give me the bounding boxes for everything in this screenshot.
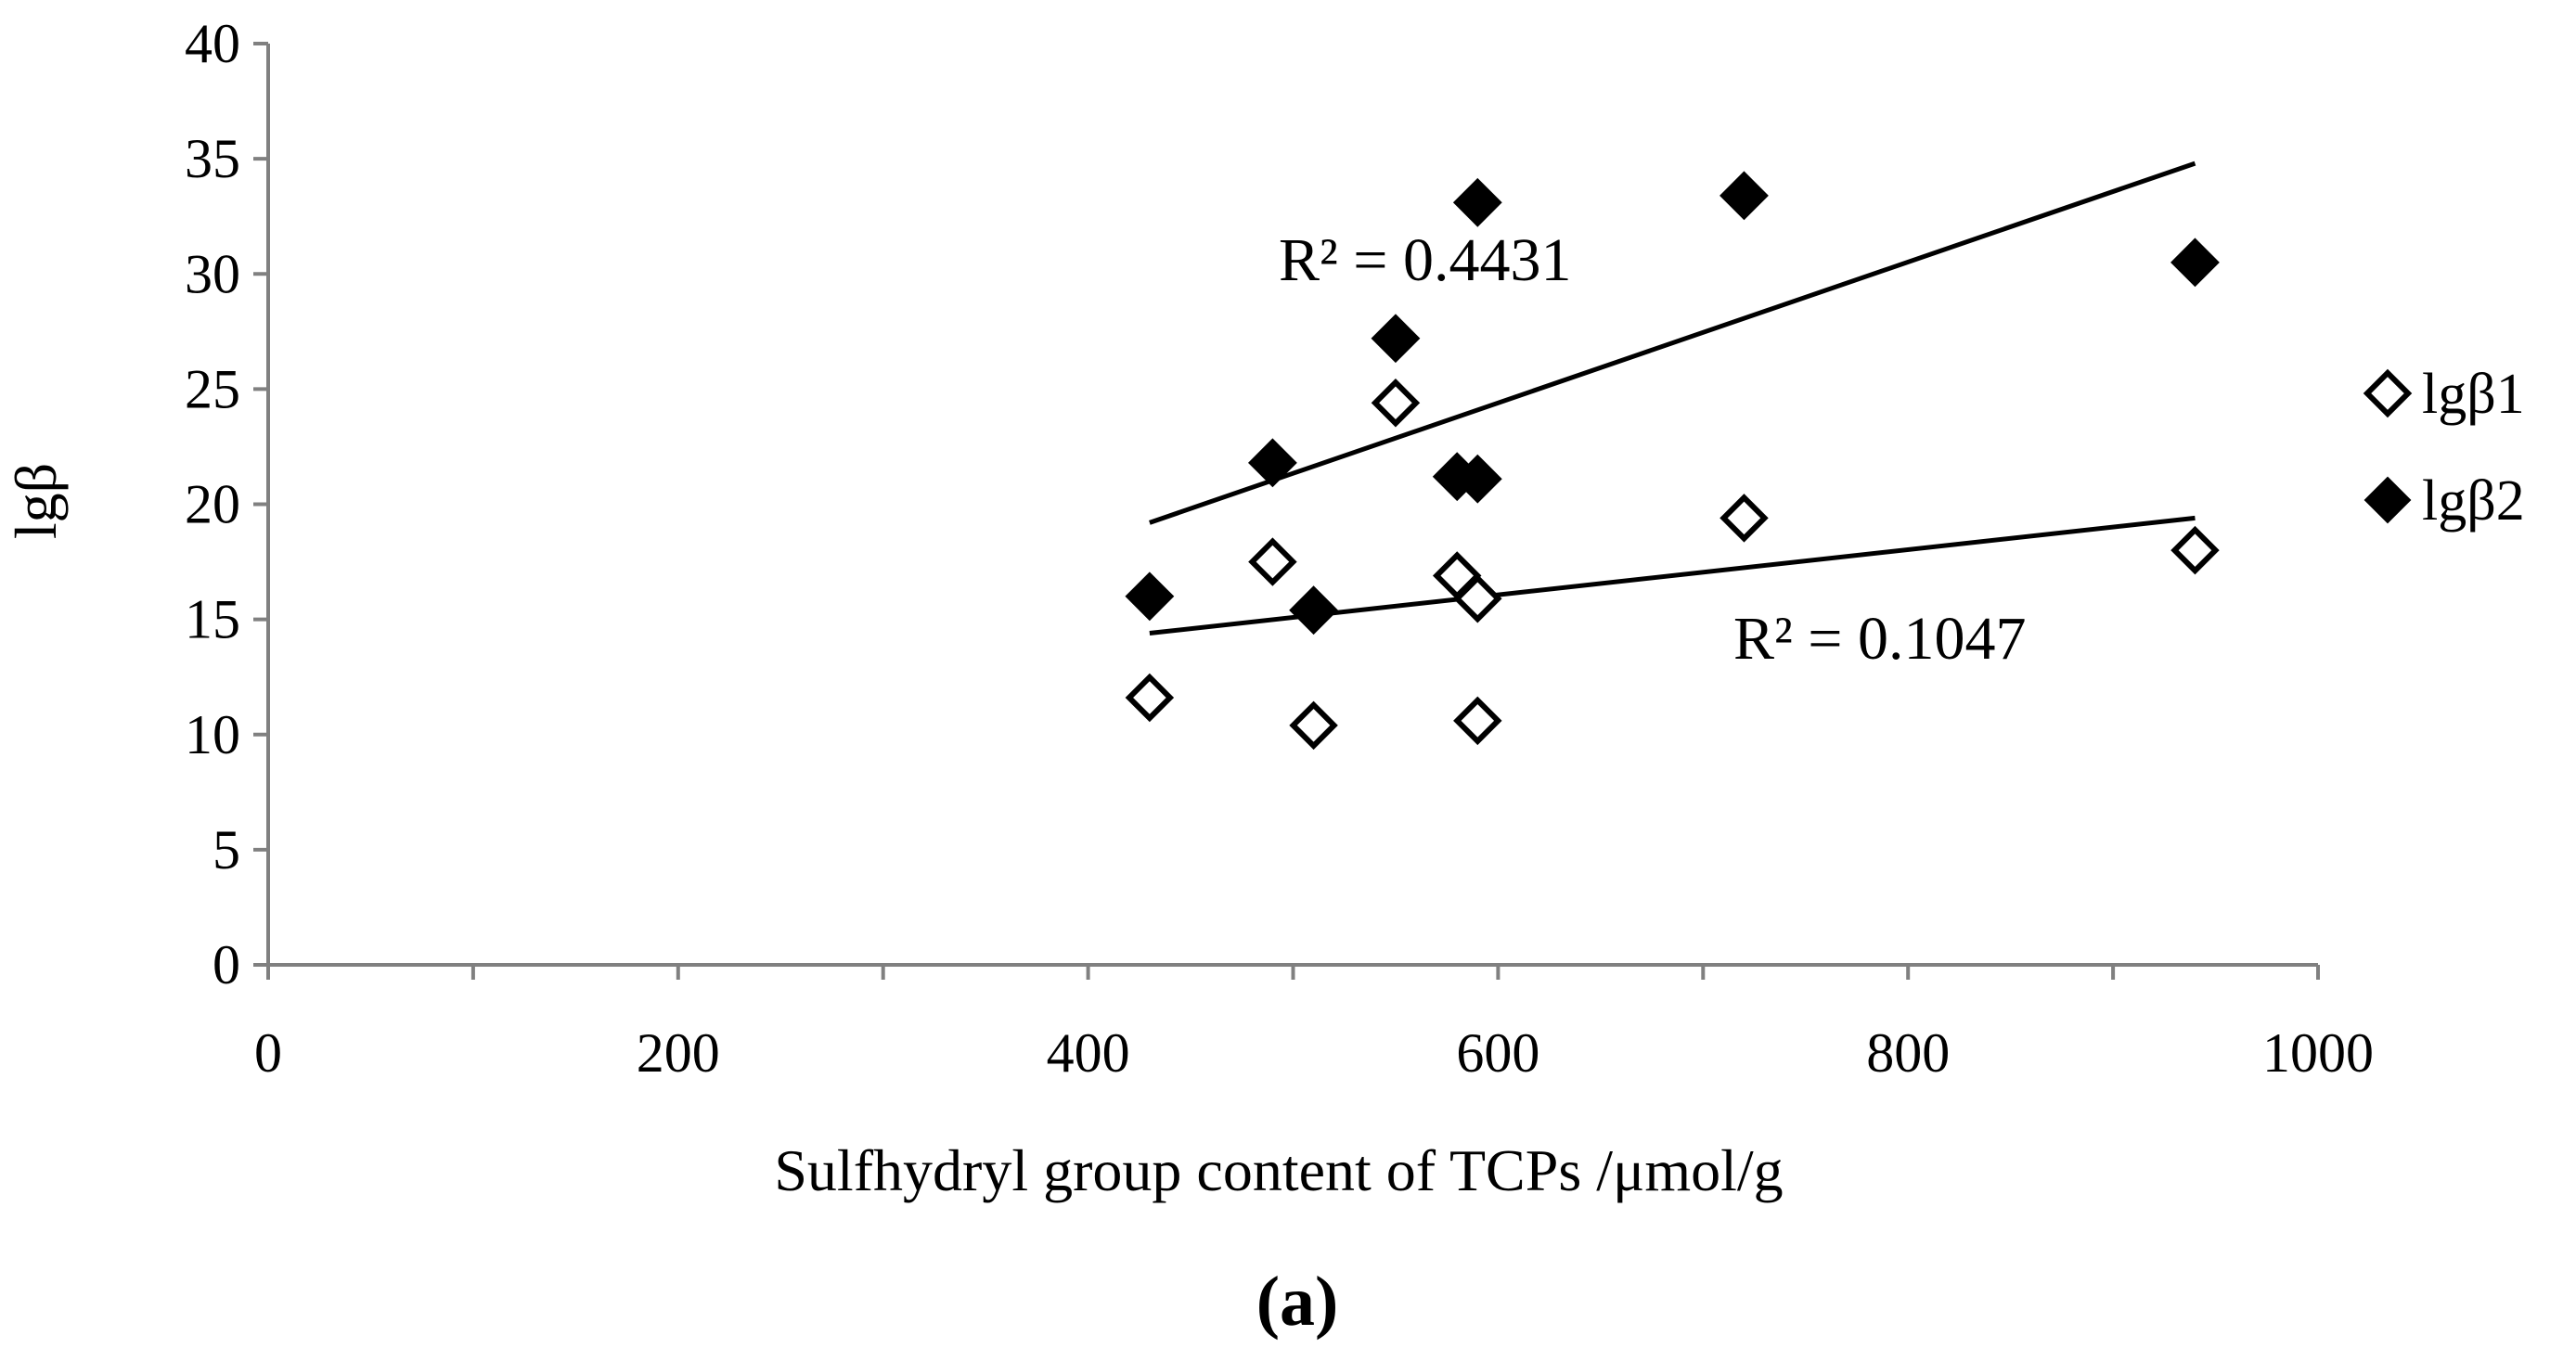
y-tick-label: 25 [185,358,240,419]
data-point-lgb2 [1289,585,1339,636]
x-tick-label: 200 [637,1022,720,1084]
y-axis-title: lgβ [3,463,69,539]
y-tick-label: 40 [185,13,240,74]
data-point-lgb2 [1371,314,1421,364]
data-point-lgb1 [1453,574,1502,623]
y-tick-label: 15 [185,589,240,650]
r2-label-lgb2: R² = 0.4431 [1279,226,1572,294]
data-point-lgb2 [1125,571,1175,622]
x-tick-label: 800 [1866,1022,1950,1084]
trendline-lgb2 [1149,160,2196,525]
data-point-lgb2 [1452,454,1502,504]
data-point-lgb1 [1289,700,1338,751]
data-point-lgb2 [1719,171,1769,221]
y-tick-label: 30 [185,243,240,304]
legend-item-lgb1: lgβ1 [2363,363,2525,426]
y-axis-ticks: 0 5 10 15 20 25 30 35 40 [185,13,268,995]
figure-caption: (a) [1256,1263,1339,1341]
x-axis-ticks: 0 200 400 600 800 1000 [254,965,2374,1084]
data-points [1125,171,2220,751]
data-point-lgb1 [1125,673,1175,723]
legend-label-lgb1: lgβ1 [2422,363,2525,426]
y-tick-label: 5 [213,819,240,880]
x-axis-title: Sulfhydryl group content of TCPs /μmol/g [774,1137,1783,1203]
data-point-lgb1 [2170,525,2220,575]
x-tick-label: 1000 [2262,1022,2374,1084]
y-tick-label: 10 [185,704,240,765]
y-tick-label: 35 [185,128,240,189]
legend-item-lgb2: lgβ2 [2363,469,2525,533]
y-tick-label: 20 [185,474,240,535]
data-point-lgb1 [1719,494,1769,543]
legend-marker-lgb2 [2363,476,2412,524]
data-point-lgb1 [1248,537,1297,586]
x-tick-label: 400 [1047,1022,1130,1084]
data-point-lgb2 [1452,177,1502,227]
data-point-lgb1 [1371,379,1421,428]
legend-marker-lgb1 [2363,368,2413,418]
legend-label-lgb2: lgβ2 [2422,469,2525,533]
r2-label-lgb1: R² = 0.1047 [1733,605,2027,673]
data-point-lgb1 [1453,696,1502,746]
legend: lgβ1 lgβ2 [2363,363,2525,533]
x-tick-label: 600 [1456,1022,1539,1084]
axes [266,44,2318,967]
x-tick-label: 0 [254,1022,282,1084]
data-point-lgb2 [2170,238,2220,288]
y-tick-label: 0 [213,934,240,995]
data-point-lgb2 [1247,438,1297,488]
